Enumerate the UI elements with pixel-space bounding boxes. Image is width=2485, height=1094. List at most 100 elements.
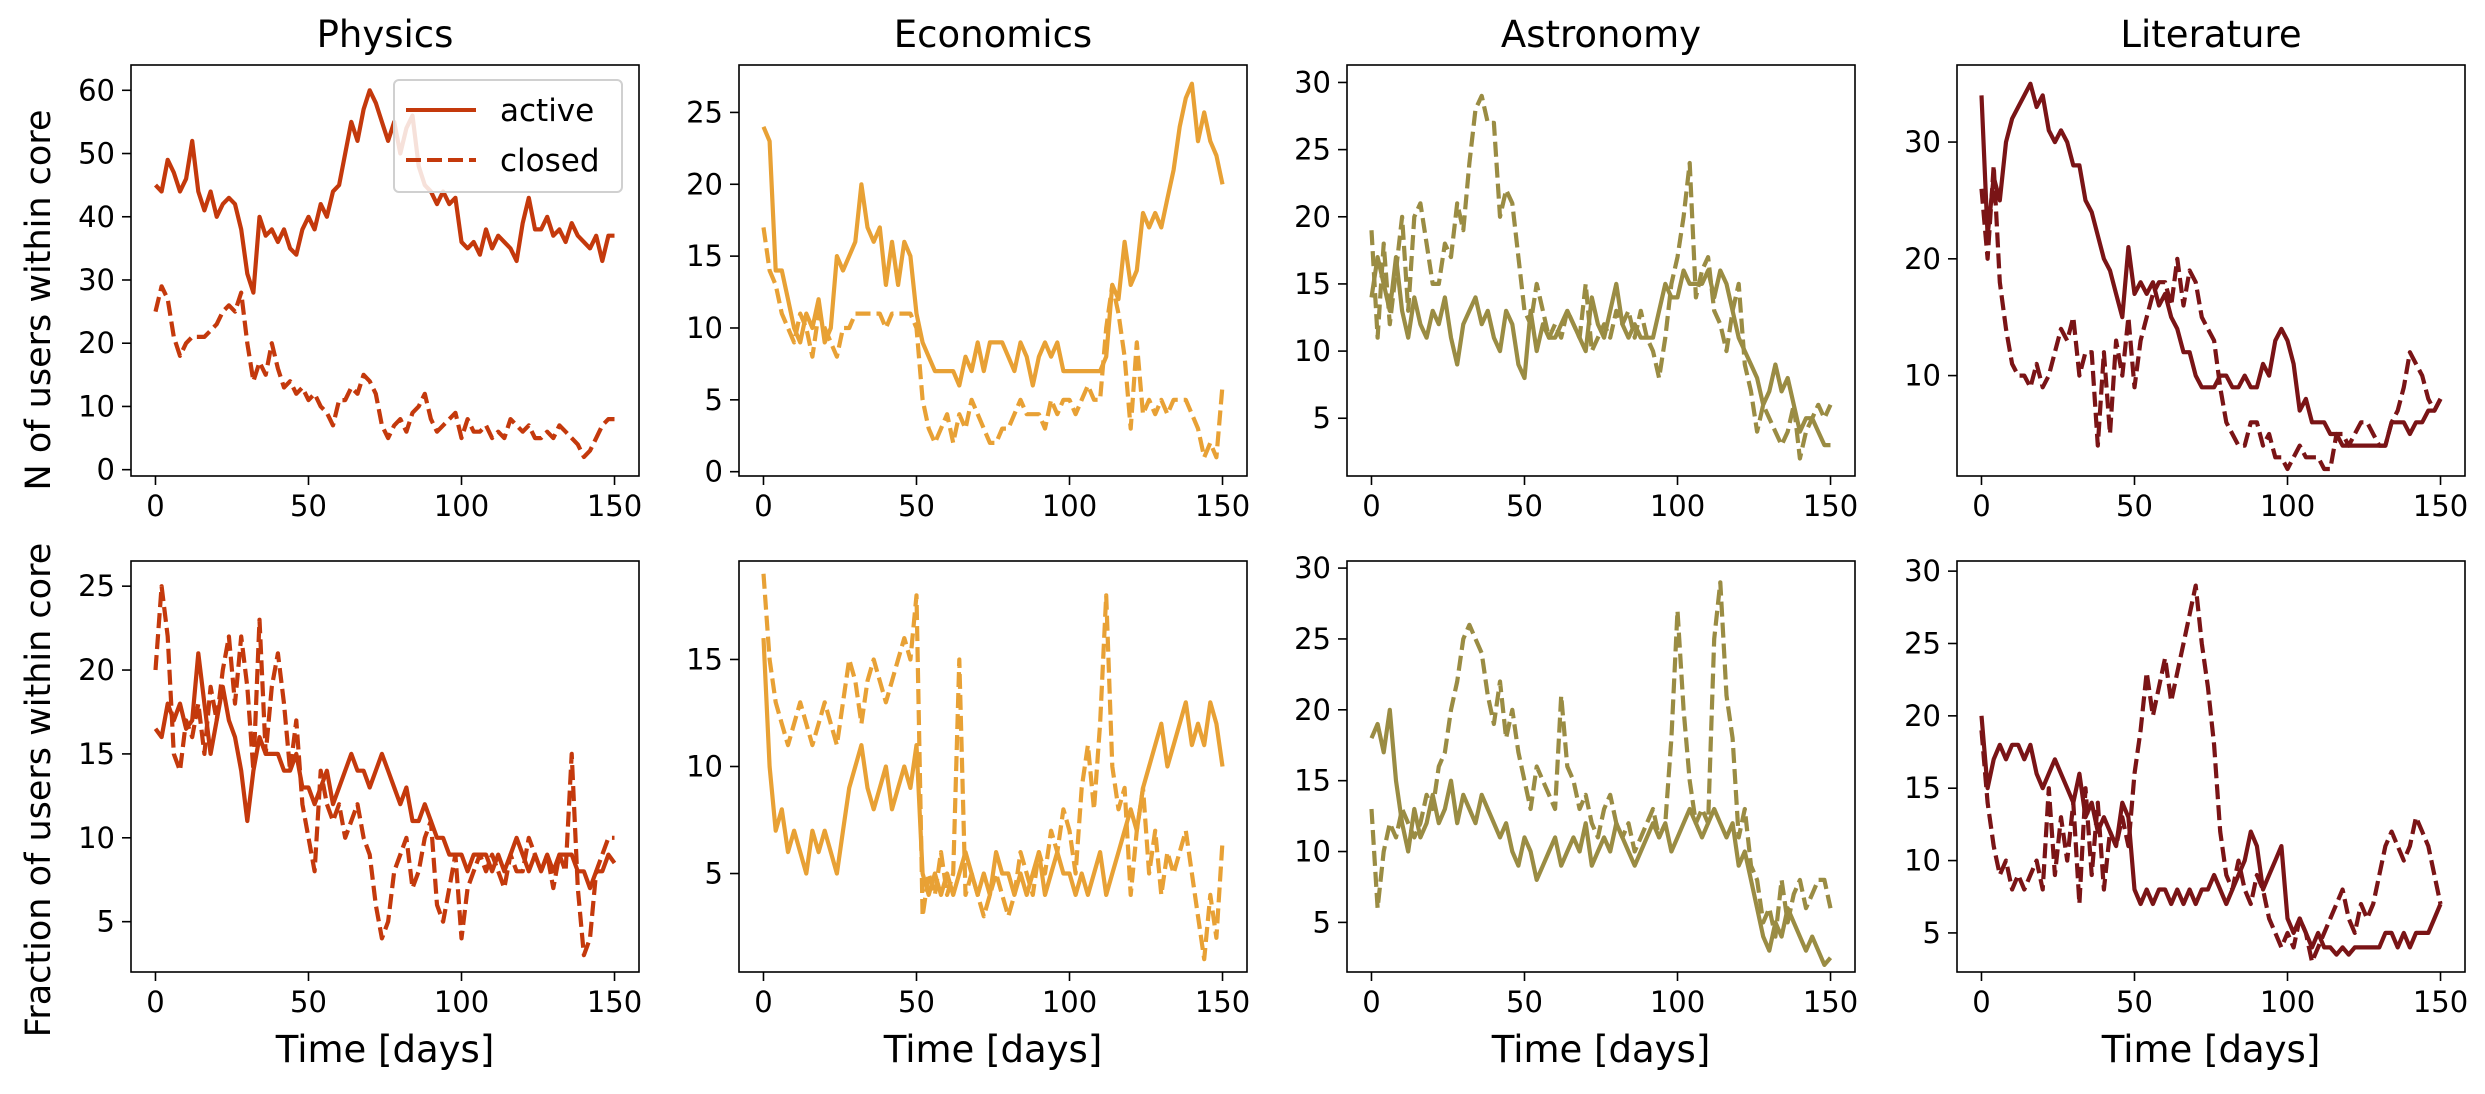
panel-1-2-xlabel: Time [days] — [1491, 1028, 1711, 1071]
panel-1-2-series-closed — [1369, 580, 1833, 939]
panel-0-2-frame — [1346, 64, 1856, 477]
panel-1-1-ytick-label-10: 10 — [686, 750, 723, 784]
panel-1-1-series-active — [761, 638, 1225, 898]
panel-1-3-frame — [1956, 560, 2466, 973]
panel-1-0-xtick-label-0: 0 — [146, 985, 164, 1019]
panel-1-2-ytick-label-20: 20 — [1294, 693, 1331, 727]
panel-1-0-xlabel: Time [days] — [275, 1028, 495, 1071]
panel-1-0-ytick-label-15: 15 — [78, 737, 115, 771]
panel-1-3-ytick-label-15: 15 — [1904, 771, 1941, 805]
legend-active-label: active — [500, 93, 594, 129]
panel-0-2-ytick-label-10: 10 — [1294, 334, 1331, 368]
panel-1-0-ytick-label-25: 25 — [78, 569, 115, 603]
panel-1-3-xtick-label-100: 100 — [2260, 985, 2315, 1019]
panel-1-2-frame — [1346, 560, 1856, 973]
panel-0-0-xtick-label-0: 0 — [146, 489, 164, 523]
panel-1-1-xtick-label-50: 50 — [898, 985, 935, 1019]
panel-0-3-series-active — [1979, 81, 2443, 448]
panel-1-0: 0 50 100 150 5 10 15 20 25 Time [days] — [78, 560, 642, 1071]
panel-0-1-ytick-label-15: 15 — [686, 239, 723, 273]
panel-0-0-series-closed — [153, 284, 615, 460]
panel-0-0-ytick-label-10: 10 — [78, 389, 115, 423]
panel-0-2-ytick-label-25: 25 — [1294, 133, 1331, 167]
panel-0-0-ytick-label-40: 40 — [78, 200, 115, 234]
panel-0-1-xtick-label-100: 100 — [1042, 489, 1097, 523]
panel-0-1-ytick-label-25: 25 — [686, 95, 723, 129]
panel-1-3-ytick-label-5: 5 — [1923, 916, 1941, 950]
panel-1-2-ytick-label-25: 25 — [1294, 622, 1331, 656]
panel-1-0-series-closed — [153, 584, 615, 958]
panel-1-2-ytick-label-5: 5 — [1313, 905, 1331, 939]
panel-0-2-ytick-label-5: 5 — [1313, 401, 1331, 435]
y-axis-label-top: N of users within core — [19, 110, 59, 491]
panel-1-0-ytick-label-20: 20 — [78, 653, 115, 687]
panel-0-0: 0 50 100 150 0 10 20 30 40 50 60 Physics — [78, 13, 642, 523]
panel-1-2-xtick-label-100: 100 — [1650, 985, 1705, 1019]
panel-0-2-series-active — [1369, 255, 1831, 448]
legend-closed-label: closed — [500, 143, 600, 179]
panel-1-3-xtick-label-0: 0 — [1972, 985, 1990, 1019]
panel-0-2-xtick-label-0: 0 — [1362, 489, 1380, 523]
panel-1-0-xtick-label-100: 100 — [434, 985, 489, 1019]
panel-0-3-series-closed — [1979, 163, 2443, 472]
panel-0-2-title: Astronomy — [1501, 13, 1701, 56]
panel-0-2: 0 50 100 150 5 10 15 20 25 30 Astronomy — [1294, 13, 1858, 523]
panel-1-3-series-closed — [1979, 583, 2443, 965]
panel-0-3-xtick-label-50: 50 — [2116, 489, 2153, 523]
legend: active closed — [393, 79, 623, 193]
panel-0-1-series-active — [761, 81, 1225, 388]
panel-0-3-title: Literature — [2120, 13, 2301, 56]
panel-0-3-ytick-label-30: 30 — [1904, 125, 1941, 159]
panel-0-2-series-closed — [1369, 93, 1833, 461]
panel-0-0-ytick-label-20: 20 — [78, 326, 115, 360]
panel-0-2-ytick-label-15: 15 — [1294, 267, 1331, 301]
panel-0-2-xtick-label-150: 150 — [1803, 489, 1858, 523]
panel-0-0-xtick-label-150: 150 — [587, 489, 642, 523]
panel-1-1-series-closed — [761, 573, 1225, 962]
panel-0-1-xtick-label-50: 50 — [898, 489, 935, 523]
panel-0-0-xtick-label-100: 100 — [434, 489, 489, 523]
panel-1-3-ytick-label-20: 20 — [1904, 699, 1941, 733]
panel-1-3-ytick-label-30: 30 — [1904, 554, 1941, 588]
panel-0-0-ytick-label-60: 60 — [78, 73, 115, 107]
panel-1-1-xlabel: Time [days] — [883, 1028, 1103, 1071]
panel-1-3-ytick-label-10: 10 — [1904, 844, 1941, 878]
panel-0-0-title: Physics — [317, 13, 454, 56]
panel-0-3-xtick-label-100: 100 — [2260, 489, 2315, 523]
panel-0-2-ytick-label-30: 30 — [1294, 65, 1331, 99]
panel-0-1-ytick-label-20: 20 — [686, 167, 723, 201]
panel-0-3-frame — [1956, 64, 2466, 477]
panel-1-1: 0 50 100 150 5 10 15 Time [days] — [686, 560, 1250, 1071]
panel-0-3-xtick-label-0: 0 — [1972, 489, 1990, 523]
panel-0-1-ytick-label-10: 10 — [686, 311, 723, 345]
panel-0-1-frame — [738, 64, 1248, 477]
panel-1-2-ytick-label-30: 30 — [1294, 551, 1331, 585]
panel-1-1-xtick-label-100: 100 — [1042, 985, 1097, 1019]
panel-1-1-xtick-label-150: 150 — [1195, 985, 1250, 1019]
panel-1-3-xtick-label-50: 50 — [2116, 985, 2153, 1019]
panel-0-0-ytick-label-50: 50 — [78, 137, 115, 171]
panel-0-1-title: Economics — [894, 13, 1092, 56]
panel-1-2-xtick-label-0: 0 — [1362, 985, 1380, 1019]
panel-0-0-series-active — [153, 88, 615, 295]
panel-0-1-series-closed — [761, 227, 1225, 460]
panel-0-3-xtick-label-150: 150 — [2413, 489, 2468, 523]
panel-1-1-ytick-label-5: 5 — [705, 857, 723, 891]
panel-0-1-ytick-label-5: 5 — [705, 383, 723, 417]
panel-1-3-xtick-label-150: 150 — [2413, 985, 2468, 1019]
panel-0-2-ytick-label-20: 20 — [1294, 200, 1331, 234]
panel-1-0-xtick-label-150: 150 — [587, 985, 642, 1019]
panel-1-2-xtick-label-50: 50 — [1506, 985, 1543, 1019]
panel-1-2-xtick-label-150: 150 — [1803, 985, 1858, 1019]
panel-0-1-xtick-label-150: 150 — [1195, 489, 1250, 523]
panel-0-2-xtick-label-100: 100 — [1650, 489, 1705, 523]
panel-0-3-ytick-label-10: 10 — [1904, 359, 1941, 393]
panel-1-2-ytick-label-10: 10 — [1294, 835, 1331, 869]
panel-0-0-xtick-label-50: 50 — [290, 489, 327, 523]
panel-1-3-series-active — [1979, 715, 2443, 957]
panel-0-0-ytick-label-0: 0 — [97, 453, 115, 487]
y-axis-label-bottom: Fraction of users within core — [19, 543, 59, 1038]
panel-1-1-ytick-label-15: 15 — [686, 642, 723, 676]
panel-1-2-series-active — [1369, 707, 1833, 968]
